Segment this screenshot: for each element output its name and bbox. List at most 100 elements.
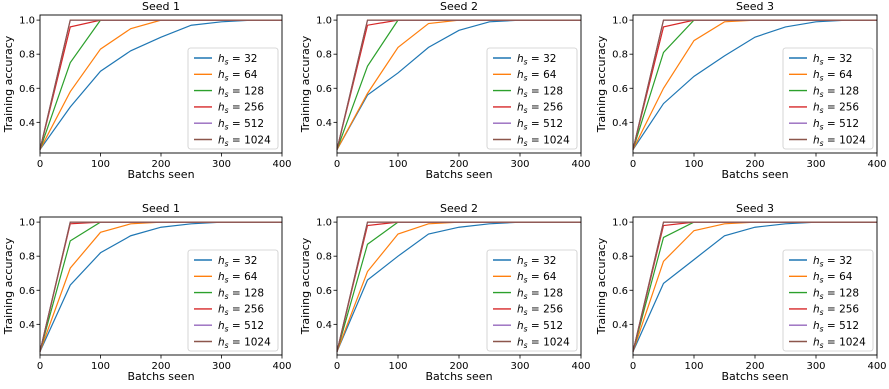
y-tick-label: 0.6 bbox=[612, 84, 628, 95]
series-line-hs-1024 bbox=[336, 221, 581, 352]
legend-entry-hs-128: hs = 128 bbox=[813, 287, 859, 301]
legend-value: 64 bbox=[839, 271, 853, 283]
x-tick-label: 100 bbox=[684, 159, 703, 170]
legend-entry-hs-128: hs = 128 bbox=[517, 85, 563, 99]
legend-value: 32 bbox=[543, 255, 556, 267]
y-tick-label: 0.4 bbox=[612, 118, 628, 129]
x-axis-label: Batchs seen bbox=[127, 370, 194, 383]
x-tick-label: 200 bbox=[449, 361, 468, 372]
x-tick-label: 0 bbox=[334, 361, 340, 372]
x-tick-label: 100 bbox=[91, 159, 110, 170]
legend-value: 512 bbox=[244, 320, 264, 332]
legend-entry-hs-1024: hs = 1024 bbox=[517, 134, 570, 148]
y-tick-label: 0.4 bbox=[19, 118, 35, 129]
legend-value: 256 bbox=[543, 304, 563, 316]
subplot-title: Seed 1 bbox=[142, 0, 180, 13]
x-axis-label: Batchs seen bbox=[721, 370, 788, 383]
y-tick-label: 0.4 bbox=[19, 320, 35, 331]
y-tick-label: 0.6 bbox=[316, 84, 332, 95]
y-tick-label: 0.8 bbox=[612, 252, 628, 263]
legend-value: 1024 bbox=[839, 134, 866, 146]
legend-value: 256 bbox=[244, 102, 264, 114]
x-tick-label: 300 bbox=[510, 159, 529, 170]
legend-value: 1024 bbox=[543, 336, 570, 348]
legend-value: 64 bbox=[244, 271, 258, 283]
legend-entry-hs-512: hs = 512 bbox=[218, 320, 264, 334]
x-tick-label: 100 bbox=[388, 159, 407, 170]
legend-value: 512 bbox=[839, 320, 859, 332]
y-tick-label: 0.8 bbox=[612, 50, 628, 61]
subplot-title: Seed 1 bbox=[142, 202, 180, 215]
x-tick-label: 0 bbox=[334, 159, 340, 170]
legend-value: 128 bbox=[839, 287, 859, 299]
legend-entry-hs-128: hs = 128 bbox=[813, 85, 859, 99]
y-tick-label: 0.6 bbox=[19, 286, 35, 297]
y-tick-label: 0.8 bbox=[19, 50, 35, 61]
legend-entry-hs-64: hs = 64 bbox=[218, 69, 258, 83]
y-tick-label: 0.8 bbox=[19, 252, 35, 263]
y-tick-label: 1.0 bbox=[316, 16, 332, 27]
subplot-title: Seed 3 bbox=[736, 202, 774, 215]
legend-value: 64 bbox=[543, 69, 557, 81]
legend-value: 128 bbox=[543, 85, 563, 97]
legend-entry-hs-256: hs = 256 bbox=[218, 304, 264, 318]
legend: hs = 32 hs = 64 hs = 128 hs = 256 hs = 512 hs… bbox=[187, 47, 279, 150]
x-tick-label: 300 bbox=[212, 159, 231, 170]
legend-entry-hs-1024: hs = 1024 bbox=[813, 336, 866, 350]
legend-entry-hs-64: hs = 64 bbox=[813, 271, 853, 285]
y-tick-label: 0.6 bbox=[19, 84, 35, 95]
legend-entry-hs-256: hs = 256 bbox=[517, 102, 563, 116]
legend-entry-hs-64: hs = 64 bbox=[218, 271, 258, 285]
subplot-title: Seed 2 bbox=[440, 202, 478, 215]
series-line-hs-1024 bbox=[39, 221, 282, 352]
legend-value: 128 bbox=[839, 85, 859, 97]
x-axis-label: Batchs seen bbox=[425, 168, 492, 181]
x-tick-label: 300 bbox=[806, 361, 825, 372]
legend-entry-hs-1024: hs = 1024 bbox=[517, 336, 570, 350]
legend-value: 512 bbox=[543, 320, 563, 332]
legend-value: 1024 bbox=[543, 134, 570, 146]
x-tick-label: 200 bbox=[745, 159, 764, 170]
legend-value: 256 bbox=[244, 304, 264, 316]
x-tick-label: 0 bbox=[37, 361, 43, 372]
legend-value: 32 bbox=[244, 53, 257, 65]
subplot-2: Seed 2 0 100 200 300 400 0.4 0.6 0.8 1.0 Batchs se… bbox=[299, 0, 591, 181]
y-tick-label: 0.6 bbox=[316, 286, 332, 297]
x-axis-label: Batchs seen bbox=[425, 370, 492, 383]
legend-entry-hs-512: hs = 512 bbox=[813, 118, 859, 132]
x-tick-label: 0 bbox=[37, 159, 43, 170]
legend-entry-hs-32: hs = 32 bbox=[813, 255, 852, 269]
legend-entry-hs-32: hs = 32 bbox=[813, 53, 852, 67]
legend-value: 512 bbox=[839, 118, 859, 130]
x-tick-label: 400 bbox=[867, 159, 886, 170]
legend-value: 64 bbox=[839, 69, 853, 81]
legend-value: 512 bbox=[543, 118, 563, 130]
x-tick-label: 400 bbox=[272, 361, 291, 372]
legend-entry-hs-128: hs = 128 bbox=[218, 287, 264, 301]
legend-value: 128 bbox=[244, 85, 264, 97]
x-tick-label: 300 bbox=[806, 159, 825, 170]
y-tick-label: 0.8 bbox=[316, 50, 332, 61]
y-axis-label: Training accuracy bbox=[299, 35, 312, 133]
legend-value: 1024 bbox=[839, 336, 866, 348]
y-tick-label: 0.8 bbox=[316, 252, 332, 263]
legend-entry-hs-64: hs = 64 bbox=[813, 69, 853, 83]
x-tick-label: 300 bbox=[212, 361, 231, 372]
y-axis-label: Training accuracy bbox=[299, 237, 312, 335]
legend-entry-hs-64: hs = 64 bbox=[517, 69, 557, 83]
x-tick-label: 200 bbox=[151, 361, 170, 372]
series-line-hs-1024 bbox=[336, 19, 581, 150]
legend-entry-hs-512: hs = 512 bbox=[218, 118, 264, 132]
legend-entry-hs-32: hs = 32 bbox=[218, 53, 257, 67]
y-tick-label: 1.0 bbox=[612, 16, 628, 27]
y-axis-label: Training accuracy bbox=[2, 237, 15, 335]
legend-value: 64 bbox=[543, 271, 557, 283]
legend-entry-hs-32: hs = 32 bbox=[517, 53, 556, 67]
legend-value: 32 bbox=[244, 255, 257, 267]
legend-entry-hs-1024: hs = 1024 bbox=[813, 134, 866, 148]
legend-entry-hs-512: hs = 512 bbox=[517, 320, 563, 334]
x-tick-label: 400 bbox=[867, 361, 886, 372]
subplot-5: Seed 2 0 100 200 300 400 0.4 0.6 0.8 1.0 Batchs se… bbox=[299, 202, 591, 383]
legend-entry-hs-128: hs = 128 bbox=[517, 287, 563, 301]
